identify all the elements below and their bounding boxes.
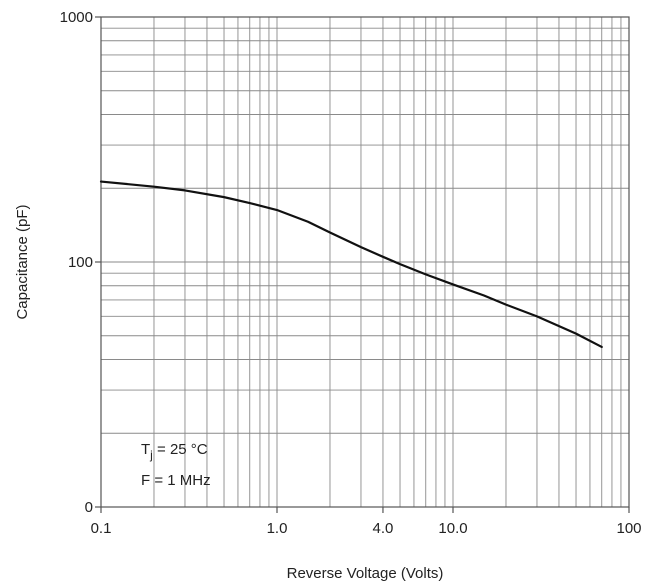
y-tick-label: 1000 [60,9,93,26]
x-tick-label: 100 [616,520,641,537]
x-tick-label: 0.1 [91,520,112,537]
annotation-temperature-main: T [141,441,150,458]
series-layer [99,180,603,349]
y-axis-title: Capacitance (pF) [14,204,31,319]
x-tick-label: 1.0 [267,520,288,537]
annotation-temperature: Tj = 25 °C [141,441,208,462]
annotation-frequency: F = 1 MHz [141,472,211,489]
y-tick-label: 100 [68,254,93,271]
annotation-temperature-sub: j [149,448,153,462]
capacitance-curve [99,180,603,349]
x-tick-label: 10.0 [438,520,467,537]
x-tick-label: 4.0 [373,520,394,537]
y-tick-label: 0 [85,499,93,516]
grid-lines [101,17,629,507]
x-axis-title: Reverse Voltage (Volts) [287,565,444,582]
annotation-temperature-rest: = 25 °C [153,441,208,458]
